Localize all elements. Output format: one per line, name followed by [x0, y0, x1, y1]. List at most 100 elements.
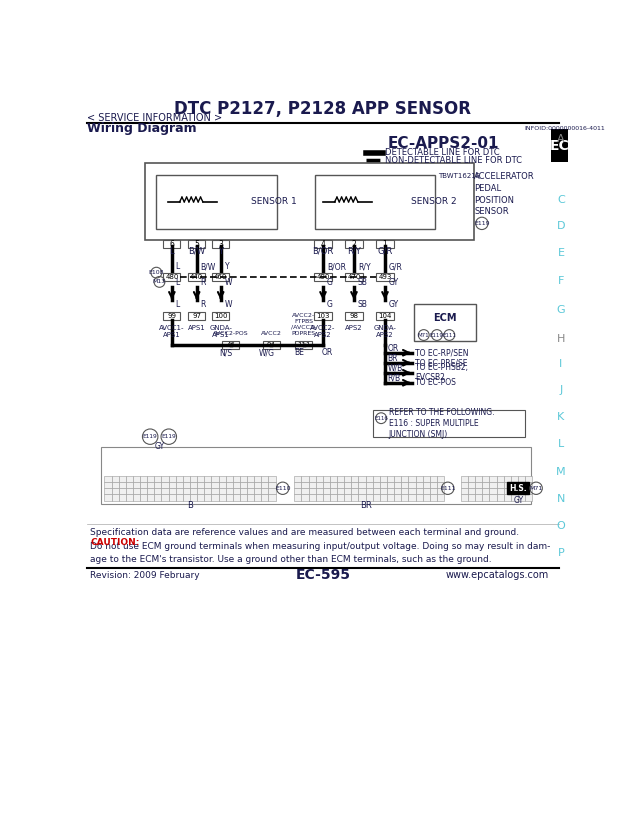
- Text: SB: SB: [358, 300, 368, 309]
- Bar: [551, 129, 568, 162]
- Bar: [345, 476, 351, 482]
- Bar: [507, 482, 529, 494]
- Bar: [105, 488, 112, 494]
- Text: E111: E111: [440, 486, 456, 491]
- Bar: [295, 341, 312, 349]
- Text: C: C: [557, 196, 565, 206]
- Bar: [247, 494, 254, 501]
- Bar: [504, 476, 511, 482]
- Bar: [408, 488, 416, 494]
- Text: E110: E110: [275, 486, 290, 491]
- Text: E108: E108: [149, 270, 164, 275]
- Text: BR: BR: [387, 353, 398, 363]
- Text: G: G: [327, 278, 333, 287]
- Text: www.epcatalogs.com: www.epcatalogs.com: [445, 570, 549, 580]
- Bar: [190, 494, 197, 501]
- Text: B/W: B/W: [201, 262, 216, 271]
- Bar: [316, 494, 323, 501]
- Bar: [155, 488, 162, 494]
- Bar: [163, 240, 180, 248]
- Bar: [188, 274, 205, 281]
- Bar: [430, 488, 437, 494]
- Bar: [351, 476, 358, 482]
- Text: Wiring Diagram: Wiring Diagram: [86, 122, 196, 135]
- Bar: [212, 274, 229, 281]
- Bar: [416, 476, 423, 482]
- Bar: [373, 488, 380, 494]
- Bar: [218, 482, 226, 488]
- Bar: [377, 274, 394, 281]
- Bar: [197, 488, 204, 494]
- Text: L: L: [176, 300, 180, 309]
- Bar: [387, 488, 394, 494]
- Bar: [140, 488, 147, 494]
- Bar: [504, 488, 511, 494]
- Bar: [374, 409, 524, 436]
- Bar: [373, 494, 380, 501]
- Bar: [247, 482, 254, 488]
- Text: B: B: [187, 501, 192, 510]
- Bar: [126, 476, 133, 482]
- Bar: [468, 488, 475, 494]
- Bar: [162, 476, 168, 482]
- Bar: [461, 476, 468, 482]
- Bar: [268, 482, 276, 488]
- Bar: [504, 482, 511, 488]
- Bar: [261, 494, 268, 501]
- Bar: [254, 488, 261, 494]
- Text: 46: 46: [227, 342, 235, 348]
- Text: M71: M71: [529, 486, 543, 491]
- Text: B/OR: B/OR: [327, 262, 346, 271]
- Text: G: G: [327, 300, 333, 309]
- Bar: [119, 482, 126, 488]
- Bar: [394, 476, 401, 482]
- Bar: [140, 476, 147, 482]
- Bar: [423, 488, 430, 494]
- Text: E: E: [557, 248, 564, 258]
- Text: R: R: [201, 300, 206, 309]
- Text: 98: 98: [350, 313, 358, 319]
- Text: 480: 480: [165, 275, 179, 280]
- Bar: [380, 488, 387, 494]
- Bar: [144, 164, 474, 240]
- Text: TO EC-POS: TO EC-POS: [415, 378, 456, 387]
- Bar: [176, 482, 183, 488]
- Text: 1: 1: [382, 240, 387, 249]
- Text: < SERVICE INFORMATION >: < SERVICE INFORMATION >: [86, 113, 221, 123]
- Bar: [119, 494, 126, 501]
- Text: R/B: R/B: [387, 374, 401, 383]
- Bar: [204, 488, 211, 494]
- Bar: [323, 488, 330, 494]
- Bar: [126, 488, 133, 494]
- Bar: [518, 476, 525, 482]
- Bar: [183, 488, 190, 494]
- Bar: [309, 488, 316, 494]
- Text: ACCELERATOR
PEDAL
POSITION
SENSOR: ACCELERATOR PEDAL POSITION SENSOR: [474, 172, 534, 216]
- Text: R: R: [201, 278, 206, 287]
- Bar: [155, 482, 162, 488]
- Text: AVCC2-POS: AVCC2-POS: [213, 330, 249, 336]
- Bar: [262, 341, 280, 349]
- Bar: [226, 476, 233, 482]
- Bar: [188, 312, 205, 320]
- Bar: [162, 494, 168, 501]
- Text: N: N: [557, 494, 565, 504]
- Bar: [490, 476, 497, 482]
- Bar: [268, 488, 276, 494]
- Text: GY: GY: [513, 496, 523, 505]
- Bar: [497, 488, 504, 494]
- Bar: [394, 482, 401, 488]
- Bar: [211, 476, 218, 482]
- Bar: [183, 482, 190, 488]
- Bar: [511, 494, 518, 501]
- Bar: [204, 476, 211, 482]
- Bar: [345, 494, 351, 501]
- Bar: [168, 488, 176, 494]
- Bar: [100, 446, 531, 505]
- Bar: [337, 476, 345, 482]
- Bar: [126, 482, 133, 488]
- Bar: [309, 476, 316, 482]
- Bar: [197, 494, 204, 501]
- Bar: [518, 494, 525, 501]
- Bar: [147, 482, 155, 488]
